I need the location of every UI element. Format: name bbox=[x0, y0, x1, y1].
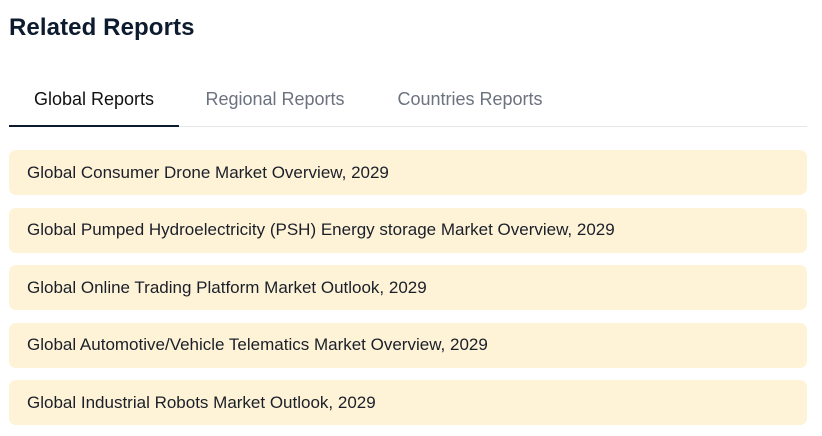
report-link-pumped-hydro[interactable]: Global Pumped Hydroelectricity (PSH) Ene… bbox=[9, 207, 807, 253]
reports-list: Global Consumer Drone Market Overview, 2… bbox=[9, 150, 807, 436]
report-tabs: Global Reports Regional Reports Countrie… bbox=[9, 72, 807, 127]
report-link-industrial-robots[interactable]: Global Industrial Robots Market Outlook,… bbox=[9, 380, 807, 426]
report-link-consumer-drone[interactable]: Global Consumer Drone Market Overview, 2… bbox=[9, 150, 807, 195]
section-title: Related Reports bbox=[9, 14, 195, 41]
tab-global-reports[interactable]: Global Reports bbox=[9, 72, 179, 127]
report-link-online-trading[interactable]: Global Online Trading Platform Market Ou… bbox=[9, 265, 807, 311]
tab-regional-reports[interactable]: Regional Reports bbox=[205, 88, 345, 109]
tab-countries-reports[interactable]: Countries Reports bbox=[397, 88, 543, 109]
report-link-vehicle-telematics[interactable]: Global Automotive/Vehicle Telematics Mar… bbox=[9, 322, 807, 368]
